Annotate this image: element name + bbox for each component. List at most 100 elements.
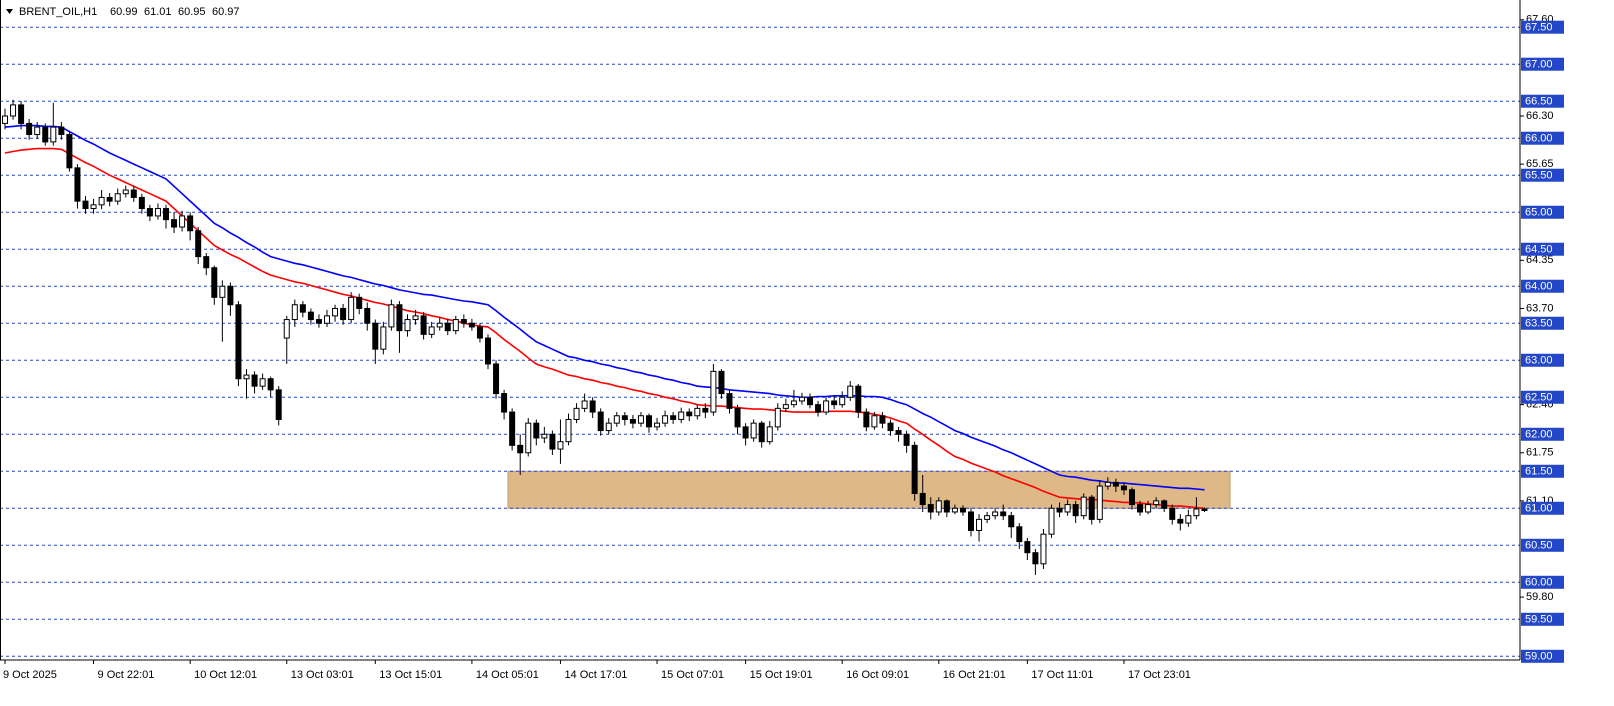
candle-body <box>388 304 395 328</box>
candle-body <box>686 411 693 417</box>
candle-body <box>774 407 781 428</box>
candle-body <box>790 400 797 406</box>
candle-body <box>646 415 652 428</box>
candle-body <box>171 219 178 228</box>
candle-body <box>782 404 789 409</box>
candle-body <box>1112 481 1119 487</box>
candle-body <box>1000 511 1007 517</box>
candle-body <box>847 385 854 398</box>
candle-body <box>758 422 765 443</box>
candle-body <box>251 374 258 387</box>
candle-body <box>710 370 717 413</box>
candle-body <box>798 396 805 402</box>
candle-body <box>2 115 8 124</box>
candle-body <box>34 126 41 136</box>
candle-body <box>613 415 620 424</box>
candle-body <box>742 426 749 439</box>
candle-body <box>968 511 974 531</box>
support-resistance-zone <box>507 470 1231 509</box>
candle-body <box>984 515 991 520</box>
candle-body <box>299 304 306 313</box>
candle-body <box>855 385 862 413</box>
candle-body <box>219 285 226 298</box>
level-label: 60.50 <box>1525 540 1553 552</box>
candle-body <box>831 400 838 406</box>
candle-body <box>1145 504 1152 513</box>
level-label-box <box>1521 538 1564 552</box>
level-label: 62.00 <box>1525 429 1553 441</box>
level-label: 67.00 <box>1525 59 1553 71</box>
candle-body <box>348 296 355 321</box>
menu-arrow[interactable] <box>6 9 13 14</box>
candle-body <box>1161 500 1168 509</box>
candle-body <box>227 285 234 306</box>
level-label: 61.50 <box>1525 466 1553 478</box>
candle-body <box>50 126 57 143</box>
candle-body <box>74 167 81 202</box>
level-label-box <box>1521 205 1564 219</box>
candle-body <box>396 304 403 332</box>
candle-body <box>332 307 339 317</box>
candle-body <box>404 319 411 332</box>
candle-body <box>485 337 491 365</box>
level-label: 64.00 <box>1525 281 1553 293</box>
level-label-box <box>1521 131 1564 145</box>
candle-body <box>315 319 322 324</box>
candle-body <box>1193 508 1200 517</box>
candle-body <box>557 441 564 450</box>
candle-body <box>203 256 210 269</box>
candle-body <box>130 189 137 198</box>
candle-body <box>1080 496 1087 517</box>
candle-body <box>1120 485 1127 491</box>
level-label-box <box>1521 353 1564 367</box>
candle-body <box>839 396 846 406</box>
y-tick-label: 61.75 <box>1526 447 1554 459</box>
level-label: 61.00 <box>1525 503 1553 515</box>
candle-body <box>823 400 830 413</box>
candle-body <box>1008 515 1015 528</box>
level-label-box <box>1521 242 1564 256</box>
candle-body <box>976 518 983 531</box>
candle-body <box>807 396 813 406</box>
candle-body <box>959 507 966 513</box>
candle-body <box>670 415 677 420</box>
candle-body <box>766 426 773 443</box>
candle-body <box>195 230 202 258</box>
candle-body <box>911 444 918 494</box>
candle-body <box>662 415 669 424</box>
candle-body <box>1032 552 1039 565</box>
candle-body <box>90 204 97 210</box>
candle-body <box>412 315 419 321</box>
candle-body <box>364 307 371 324</box>
x-tick-label: 14 Oct 17:01 <box>564 669 627 681</box>
level-label: 63.50 <box>1525 318 1553 330</box>
candle-body <box>694 407 701 417</box>
x-tick-label: 16 Oct 21:01 <box>943 669 1006 681</box>
candle-body <box>1040 533 1047 565</box>
x-tick-label: 16 Oct 09:01 <box>846 669 909 681</box>
candle-body <box>935 500 942 513</box>
candle-body <box>1201 508 1208 511</box>
candle-body <box>895 430 902 435</box>
candle-body <box>1096 485 1103 520</box>
candle-body <box>887 422 894 432</box>
ohlc-low: 60.95 <box>178 6 206 18</box>
x-tick-label: 13 Oct 03:01 <box>291 669 354 681</box>
level-label: 59.50 <box>1525 614 1553 626</box>
candle-body <box>517 444 524 454</box>
candle-body <box>565 418 572 443</box>
candle-body <box>243 374 250 380</box>
level-label-box <box>1521 427 1564 441</box>
x-tick-label: 13 Oct 15:01 <box>379 669 442 681</box>
candle-body <box>726 393 733 409</box>
candle-body <box>549 433 556 450</box>
candle-body <box>573 407 580 420</box>
candle-body <box>106 196 113 202</box>
candle-body <box>1137 504 1144 513</box>
candle-body <box>420 315 427 335</box>
candle-body <box>992 511 999 517</box>
candle-body <box>444 322 451 332</box>
candle-body <box>927 504 934 513</box>
candle-body <box>380 326 387 350</box>
